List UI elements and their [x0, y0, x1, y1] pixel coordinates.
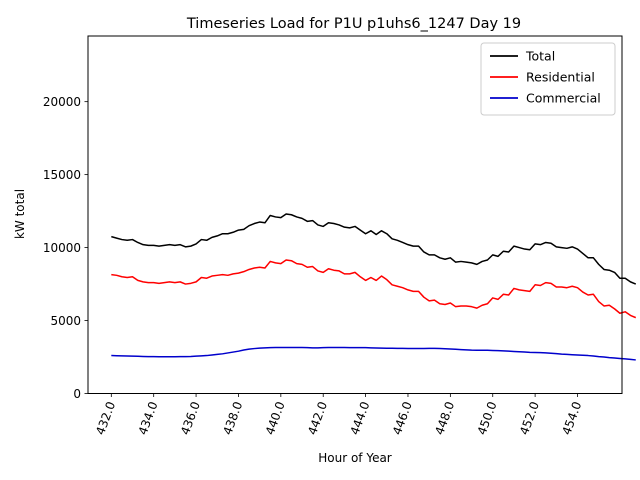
legend-label-residential: Residential [526, 70, 595, 85]
series-line-commercial [111, 346, 636, 361]
y-axis: 0 5000 10000 15000 20000 [43, 95, 88, 401]
x-tick-label: 454.0 [559, 400, 584, 437]
x-tick-label: 452.0 [517, 400, 542, 437]
legend-box [480, 42, 616, 116]
x-tick-label: 446.0 [390, 400, 415, 437]
y-tick-label: 10000 [43, 241, 81, 255]
legend: Total Residential Commercial [480, 42, 616, 116]
x-tick-label: 450.0 [475, 400, 500, 437]
y-axis-label: kW total [13, 189, 27, 239]
series-line-total [111, 213, 637, 285]
series-line-residential [111, 259, 637, 319]
legend-label-commercial: Commercial [526, 91, 601, 106]
chart-title: Timeseries Load for P1U p1uhs6_1247 Day … [186, 16, 521, 32]
x-axis: 432.0 434.0 436.0 438.0 440.0 442.0 444.0 446.0… [93, 393, 584, 437]
plot-frame [87, 35, 623, 394]
legend-label-total: Total [525, 49, 555, 64]
y-tick-label: 0 [73, 387, 81, 401]
x-tick-label: 440.0 [263, 400, 288, 437]
x-tick-label: 434.0 [136, 400, 161, 437]
x-tick-label: 432.0 [93, 400, 118, 437]
series-layer [111, 213, 637, 361]
x-tick-label: 444.0 [348, 400, 373, 437]
x-tick-label: 438.0 [220, 400, 245, 437]
x-axis-label: Hour of Year [318, 451, 392, 465]
x-tick-label: 442.0 [305, 400, 330, 437]
x-tick-label: 436.0 [178, 400, 203, 437]
y-tick-label: 15000 [43, 168, 81, 182]
y-tick-label: 5000 [50, 314, 81, 328]
x-tick-label: 448.0 [432, 400, 457, 437]
y-tick-label: 20000 [43, 95, 81, 109]
